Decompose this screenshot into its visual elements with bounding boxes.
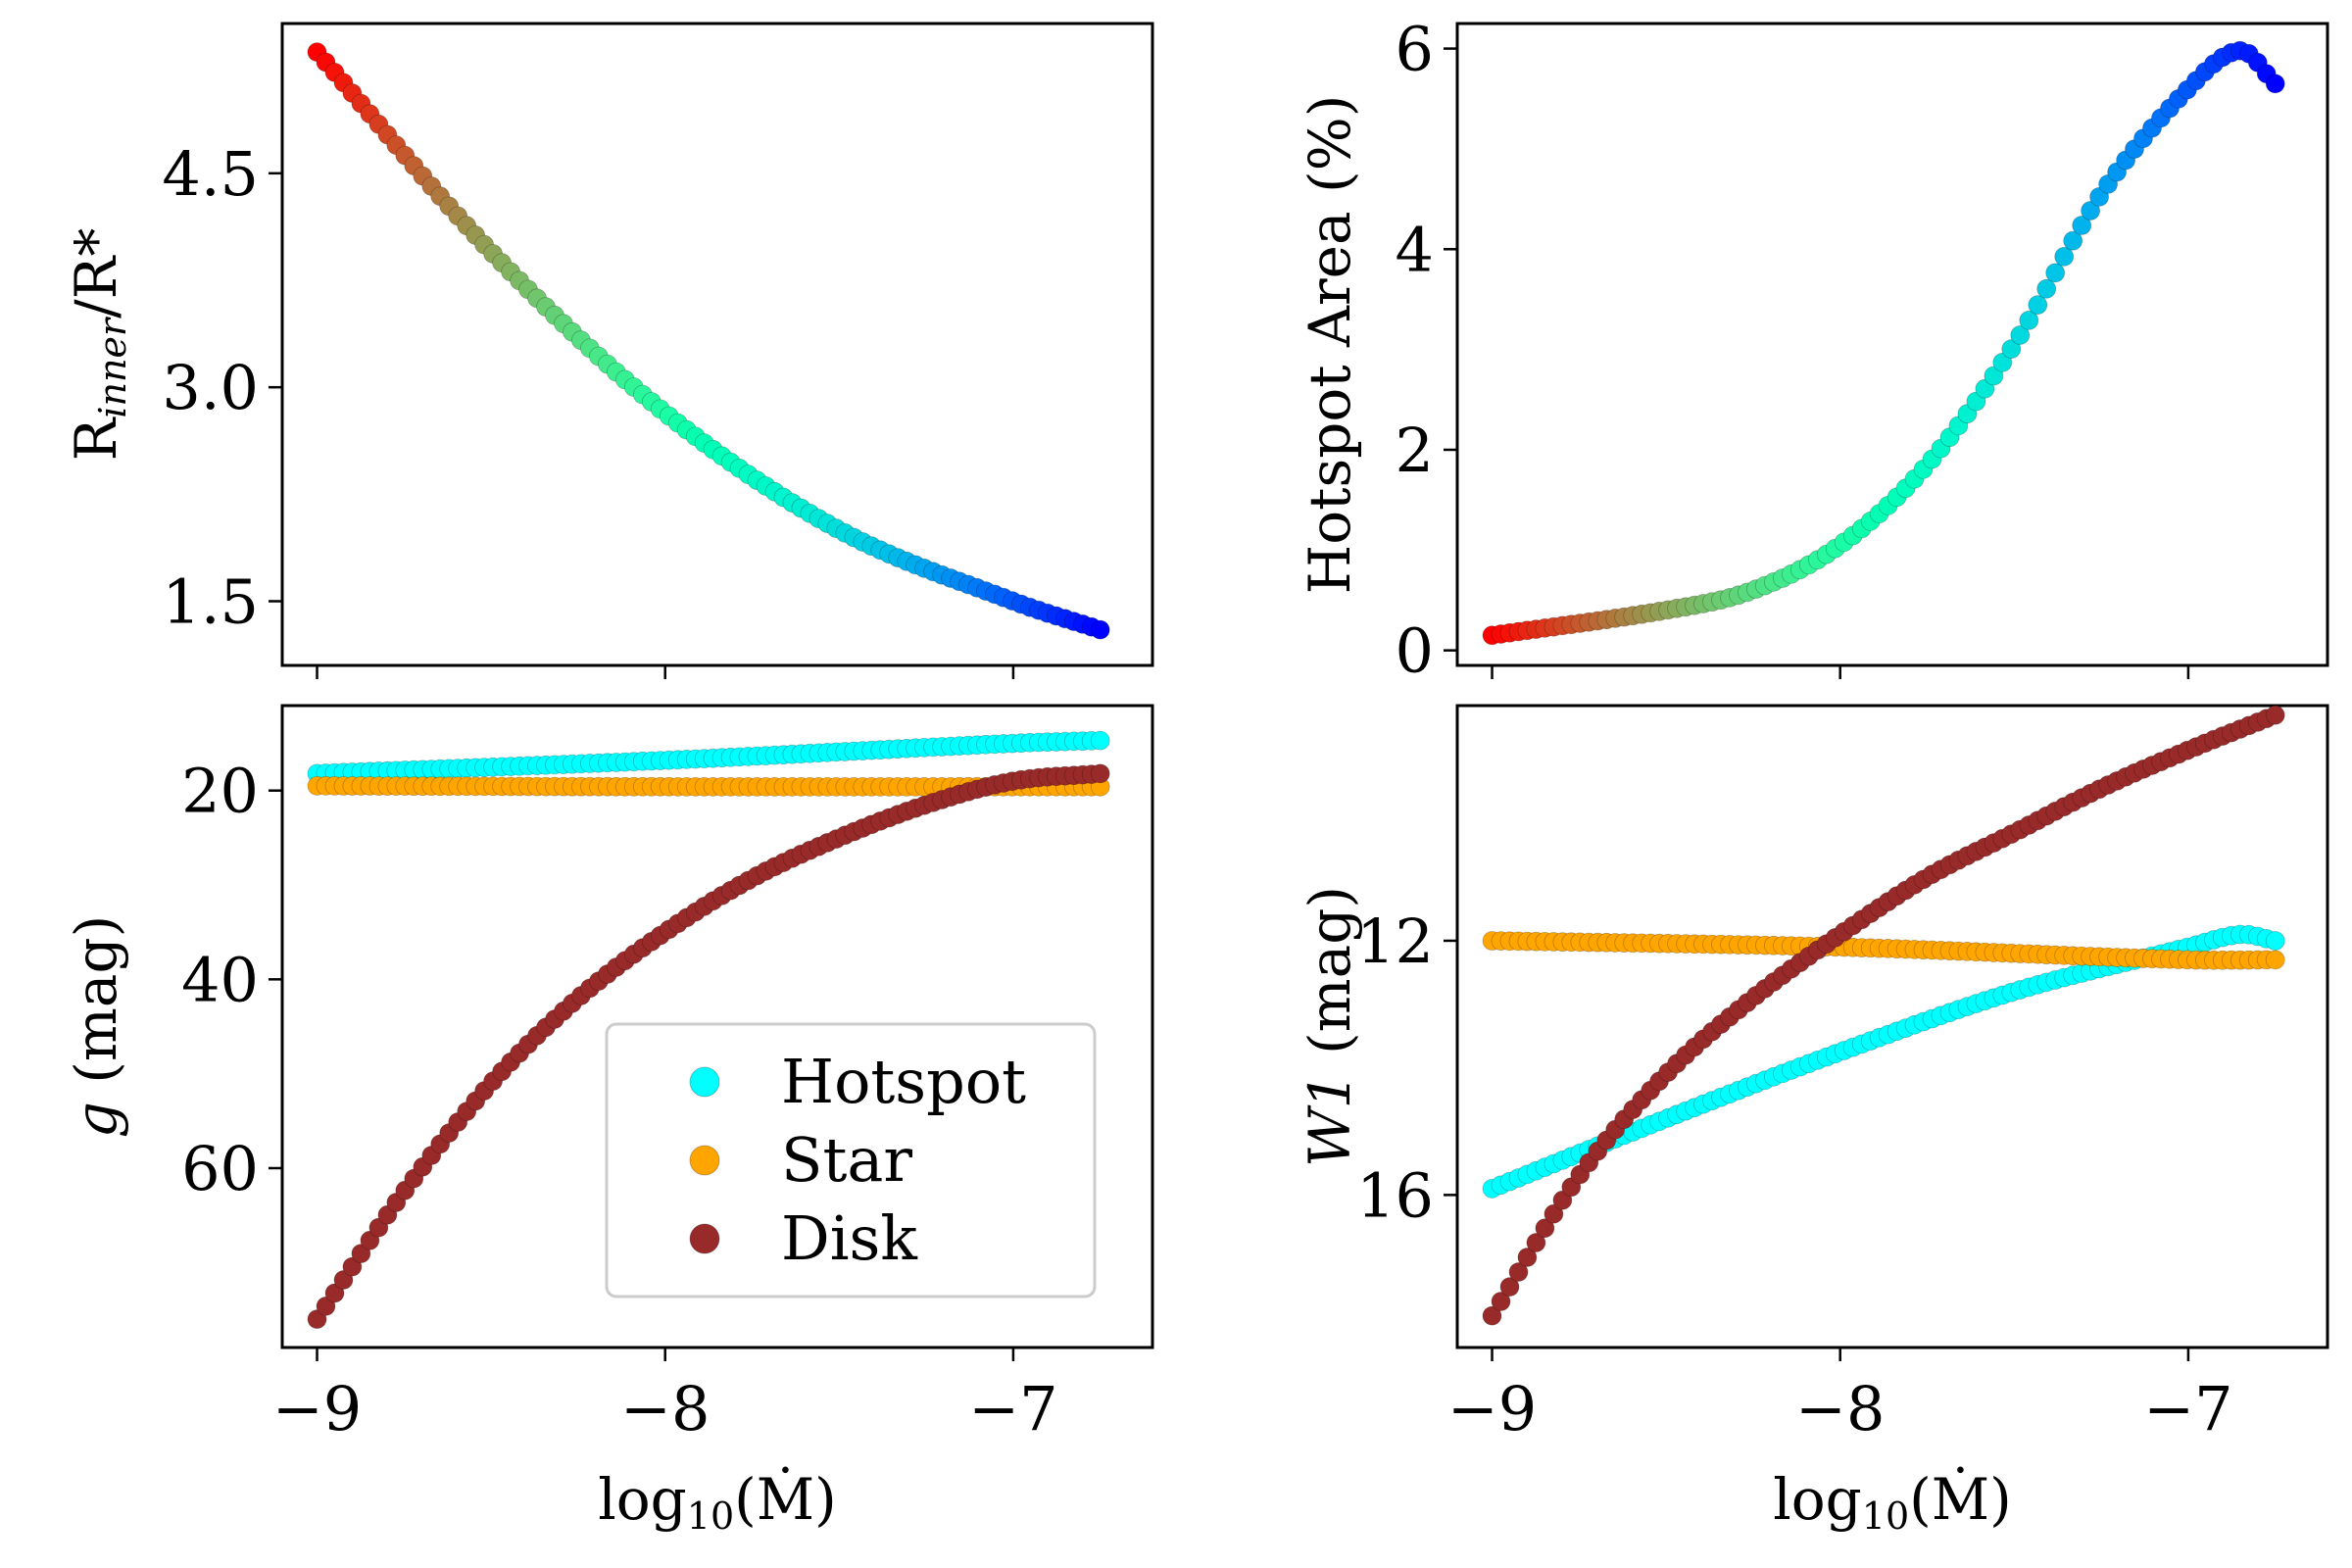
series-star xyxy=(1482,931,2285,970)
data-point xyxy=(1552,1190,1573,1210)
legend-box xyxy=(605,1022,1097,1298)
x-tick-label: −9 xyxy=(1447,1373,1537,1445)
y-tick-label: 16 xyxy=(1356,1159,1434,1231)
data-point xyxy=(2028,295,2048,316)
data-point xyxy=(333,1270,354,1290)
data-point xyxy=(2010,325,2031,345)
data-point xyxy=(342,1256,363,1277)
data-point xyxy=(2265,931,2285,951)
y-axis-label: Hotspot Area (%) xyxy=(1297,95,1363,595)
data-point xyxy=(316,1297,336,1316)
y-tick-label: 12 xyxy=(1356,906,1434,977)
data-point xyxy=(1984,366,2004,386)
series-hotspot-area xyxy=(1482,40,2285,646)
data-point xyxy=(1491,1292,1511,1311)
panel-tl: 1.5 3.0 4.5 Rinner/R* xyxy=(63,22,1154,679)
x-tick-label: −8 xyxy=(1795,1373,1885,1445)
y-tick-label: 2 xyxy=(1396,415,1434,486)
legend-marker-disk xyxy=(689,1223,720,1254)
panel-tr: 0 2 4 6 Hotspot Area (%) xyxy=(1297,14,2329,687)
series-rinner xyxy=(307,42,1110,640)
x-axis-label: log10(Ṁ) xyxy=(1773,1466,2012,1538)
y-tick-label: 40 xyxy=(181,944,259,1015)
axes-frame xyxy=(280,704,1154,1349)
legend-label-disk: Disk xyxy=(781,1202,917,1274)
y-axis-label: Rinner/R* xyxy=(63,228,134,462)
axes-frame xyxy=(1455,704,2329,1349)
data-point xyxy=(1526,1233,1546,1252)
panel-bl: −9 −8 −7 20 40 60 g (mag) log10(Ṁ) xyxy=(63,704,1154,1538)
data-point xyxy=(1535,1218,1555,1239)
y-axis-label: g (mag) xyxy=(63,915,129,1139)
data-point xyxy=(1508,1262,1529,1282)
y-tick-label: 4.5 xyxy=(162,138,259,210)
legend-label-hotspot: Hotspot xyxy=(781,1046,1026,1117)
data-point xyxy=(1517,1248,1538,1267)
y-axis-label: W1 (mag) xyxy=(1297,886,1363,1167)
series-disk xyxy=(307,763,1110,1329)
data-point xyxy=(351,1244,371,1263)
data-point xyxy=(2045,263,2066,283)
y-tick-label: 6 xyxy=(1396,14,1434,85)
series-disk xyxy=(1482,705,2285,1326)
data-point xyxy=(2054,246,2075,267)
legend-marker-hotspot xyxy=(689,1066,720,1098)
x-tick-label: −8 xyxy=(620,1373,710,1445)
data-point xyxy=(1544,1203,1564,1224)
data-point xyxy=(324,1283,345,1303)
data-point xyxy=(2063,230,2083,251)
y-tick-label: 20 xyxy=(181,756,259,827)
y-tick-label: 1.5 xyxy=(162,566,259,638)
data-point xyxy=(2265,705,2285,725)
y-tick-label: 60 xyxy=(181,1133,259,1204)
legend-label-star: Star xyxy=(781,1124,912,1196)
data-point xyxy=(2001,339,2022,360)
axes-frame xyxy=(280,22,1154,667)
data-point xyxy=(1499,1277,1520,1297)
data-point xyxy=(1090,730,1110,751)
data-point xyxy=(2072,216,2092,235)
data-point xyxy=(2019,310,2039,330)
data-point xyxy=(1090,763,1110,784)
data-point xyxy=(2036,278,2057,299)
x-tick-label: −7 xyxy=(2143,1373,2232,1445)
data-point xyxy=(1090,619,1110,640)
data-point xyxy=(2081,201,2101,220)
data-point xyxy=(1482,1305,1502,1326)
x-tick-label: −7 xyxy=(968,1373,1057,1445)
y-tick-label: 4 xyxy=(1396,214,1434,285)
x-tick-label: −9 xyxy=(272,1373,362,1445)
y-tick-label: 0 xyxy=(1396,615,1434,687)
x-axis-label: log10(Ṁ) xyxy=(598,1466,837,1538)
series-hotspot xyxy=(307,730,1110,784)
y-tick-label: 3.0 xyxy=(162,352,259,423)
data-point xyxy=(2265,950,2285,970)
legend-marker-star xyxy=(689,1145,720,1176)
axes-frame xyxy=(1455,22,2329,667)
data-point xyxy=(1992,352,2013,372)
data-point xyxy=(2265,74,2285,94)
